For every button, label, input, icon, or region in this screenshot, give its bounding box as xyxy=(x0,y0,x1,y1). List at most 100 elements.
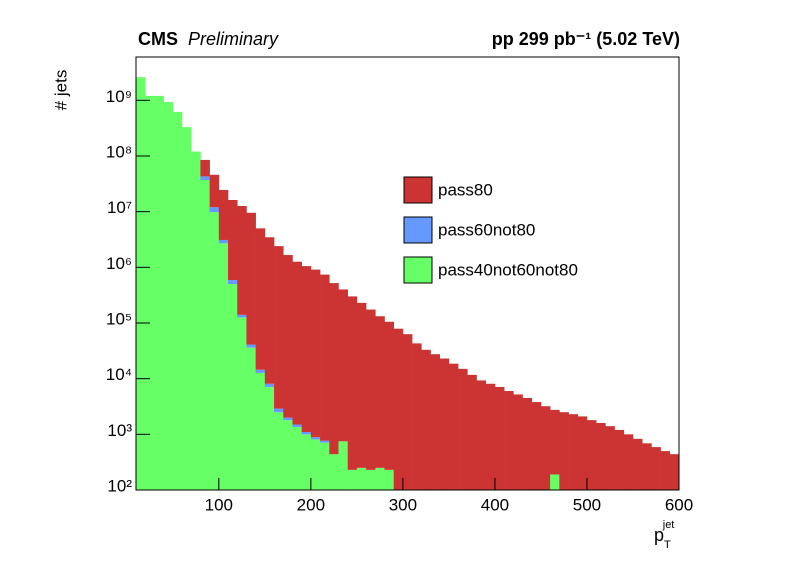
hist-segment xyxy=(200,180,210,490)
hist-segment xyxy=(550,474,560,490)
hist-segment xyxy=(338,441,348,490)
y-tick-label: 10⁹ xyxy=(106,87,132,106)
hist-segment xyxy=(200,176,210,181)
hist-segment xyxy=(531,402,542,490)
hist-segment xyxy=(274,412,284,490)
legend-label: pass60not80 xyxy=(438,220,535,239)
hist-segment xyxy=(310,439,321,490)
hist-segment xyxy=(476,380,487,490)
hist-segment xyxy=(136,77,146,491)
y-tick-label: 10⁵ xyxy=(106,309,132,328)
hist-segment xyxy=(209,174,220,208)
hist-segment xyxy=(301,434,312,490)
hist-segment xyxy=(384,469,394,490)
hist-segment xyxy=(586,420,597,490)
x-tick-label: 100 xyxy=(205,495,233,514)
hist-segment xyxy=(209,212,220,490)
y-tick-label: 10³ xyxy=(107,421,132,440)
hist-segment xyxy=(274,408,284,413)
hist-segment xyxy=(218,243,229,490)
hist-segment xyxy=(228,200,238,281)
hist-segment xyxy=(255,369,266,373)
hist-segment xyxy=(485,383,496,490)
hist-segment xyxy=(200,159,210,177)
hist-segment xyxy=(366,469,376,490)
hist-segment xyxy=(145,95,155,490)
x-tick-label: 300 xyxy=(389,495,417,514)
hist-segment xyxy=(329,454,339,490)
x-tick-label: 500 xyxy=(573,495,601,514)
frame xyxy=(135,56,680,491)
hist-segment xyxy=(329,283,339,455)
x-label-main: p xyxy=(654,525,664,545)
hist-segment xyxy=(568,414,579,490)
legend-swatch xyxy=(403,176,433,204)
hist-segment xyxy=(660,451,671,490)
y-tick-label: 10⁴ xyxy=(106,365,132,384)
hist-segment xyxy=(320,440,330,443)
hist-segment xyxy=(237,205,247,315)
hist-segment xyxy=(522,397,533,490)
hist-segment xyxy=(283,420,293,490)
plot-area xyxy=(136,77,680,491)
hist-segment xyxy=(504,391,514,490)
hist-segment xyxy=(393,328,404,490)
hist-segment xyxy=(237,314,247,318)
hist-segment xyxy=(356,302,367,468)
hist-segment xyxy=(412,343,422,490)
hist-segment xyxy=(209,207,220,213)
legend-label: pass40not60not80 xyxy=(438,260,578,279)
hist-segment xyxy=(264,386,275,490)
hist-segment xyxy=(246,212,256,345)
y-tick-label: 10⁸ xyxy=(106,142,132,161)
hist-segment xyxy=(338,289,348,442)
hist-segment xyxy=(310,437,321,440)
hist-segment xyxy=(163,102,174,490)
legend-swatch xyxy=(403,216,433,244)
y-tick-label: 10⁶ xyxy=(106,254,132,273)
hist-segment xyxy=(513,394,523,490)
hist-segment xyxy=(430,354,441,490)
hist-segment xyxy=(320,274,330,441)
hist-segment xyxy=(292,427,302,490)
experiment-label: CMS xyxy=(138,29,178,49)
hist-segment xyxy=(384,321,394,470)
hist-segment xyxy=(237,317,247,490)
hist-segment xyxy=(301,432,312,435)
y-tick-label: 10² xyxy=(107,476,132,495)
hist-segment xyxy=(191,151,201,491)
hist-segment xyxy=(274,246,284,409)
hist-segment xyxy=(448,363,459,490)
hist-segment xyxy=(439,358,450,490)
hist-segment xyxy=(154,95,164,490)
hist-segment xyxy=(614,429,625,490)
hist-segment xyxy=(375,467,385,490)
hist-segment xyxy=(375,316,385,468)
x-tick-label: 400 xyxy=(481,495,509,514)
hist-segment xyxy=(669,454,680,490)
x-label-sub: T xyxy=(664,539,671,551)
hist-segment xyxy=(320,442,330,490)
hist-segment xyxy=(559,412,569,490)
hist-segment xyxy=(246,344,256,348)
lumi-label: pp 299 pb⁻¹ (5.02 TeV) xyxy=(492,29,680,49)
hist-segment xyxy=(310,269,321,438)
hist-segment xyxy=(366,309,376,470)
hist-segment xyxy=(264,237,275,384)
hist-segment xyxy=(540,406,551,490)
hist-segment xyxy=(228,280,238,285)
hist-segment xyxy=(292,424,302,428)
hist-segment xyxy=(347,469,358,490)
x-axis-label: pTjet xyxy=(654,519,674,551)
hist-segment xyxy=(347,296,358,470)
hist-segment xyxy=(596,422,606,490)
hist-segment xyxy=(467,374,477,490)
hist-segment xyxy=(182,127,192,491)
hist-segment xyxy=(218,189,229,240)
hist-segment xyxy=(283,255,293,418)
hist-segment xyxy=(356,467,367,490)
hist-segment xyxy=(605,426,615,490)
hist-segment xyxy=(494,386,505,490)
